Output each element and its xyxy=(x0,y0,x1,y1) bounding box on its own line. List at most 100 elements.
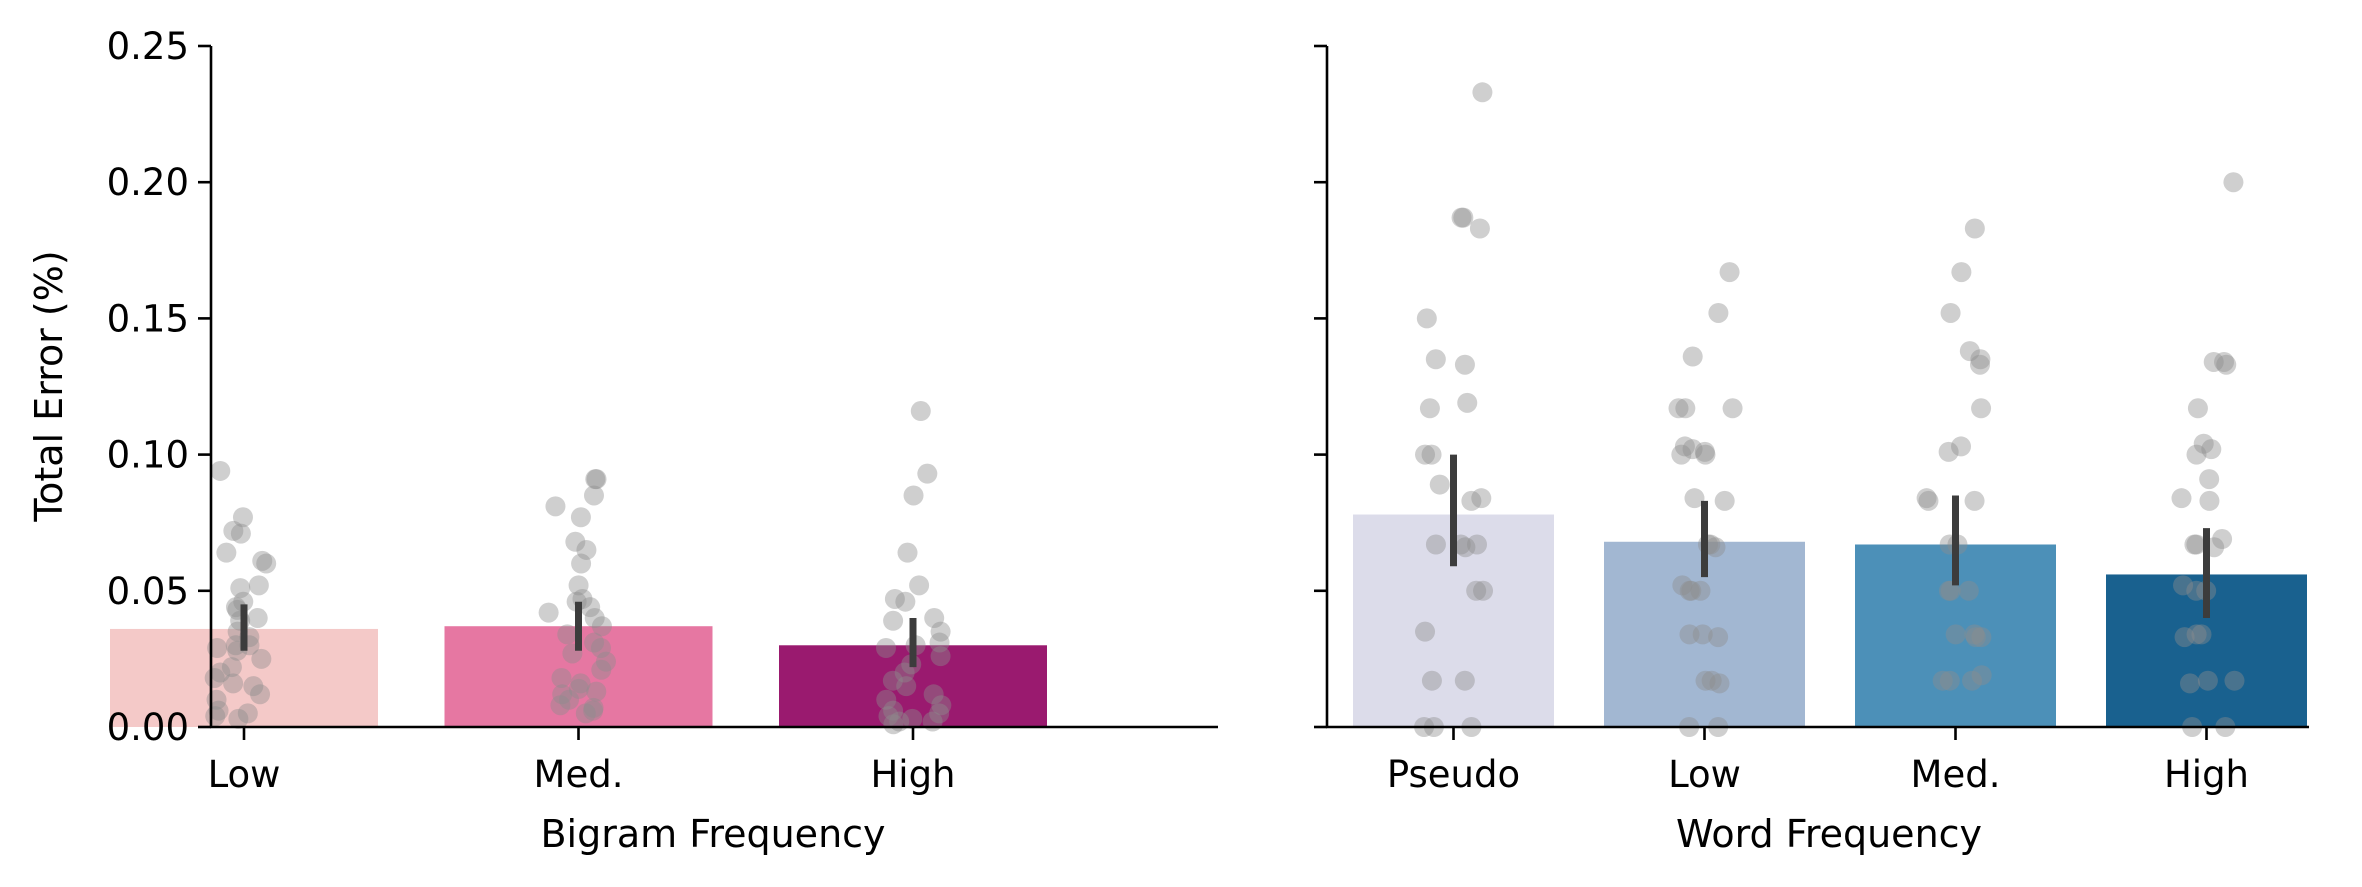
data-point xyxy=(896,676,917,697)
y-tick-label: 0.25 xyxy=(107,25,189,68)
data-point xyxy=(230,523,251,544)
data-point xyxy=(1692,624,1713,645)
data-point xyxy=(559,689,580,710)
data-point xyxy=(895,591,916,612)
y-tick-label: 0.05 xyxy=(107,570,189,613)
data-point xyxy=(1965,627,1986,648)
data-point xyxy=(878,706,899,727)
data-point xyxy=(1709,673,1730,694)
data-point xyxy=(1938,441,1959,462)
data-point xyxy=(221,657,242,678)
y-tick-label: 0.15 xyxy=(107,297,189,340)
data-point xyxy=(1466,580,1487,601)
data-point xyxy=(228,708,249,729)
data-point xyxy=(2193,433,2214,454)
data-point xyxy=(2191,624,2212,645)
data-point xyxy=(1714,490,1735,511)
data-point xyxy=(1940,302,1961,323)
data-point xyxy=(1705,537,1726,558)
x-tick-label: Low xyxy=(1668,753,1741,796)
data-point xyxy=(2174,627,2195,648)
data-point xyxy=(1451,207,1472,228)
data-point xyxy=(1969,354,1990,375)
data-point xyxy=(1672,575,1693,596)
x-tick-label: High xyxy=(2164,753,2249,796)
data-point xyxy=(923,684,944,705)
data-point xyxy=(590,638,611,659)
data-point xyxy=(909,575,930,596)
data-point xyxy=(1719,262,1740,283)
data-point xyxy=(1679,624,1700,645)
data-point xyxy=(2203,351,2224,372)
data-point xyxy=(2223,172,2244,193)
data-point xyxy=(583,697,604,718)
data-point xyxy=(1472,82,1493,103)
data-point xyxy=(1684,488,1705,509)
data-point xyxy=(1939,670,1960,691)
data-point xyxy=(876,689,897,710)
data-point xyxy=(1962,670,1983,691)
data-point xyxy=(568,575,589,596)
data-point xyxy=(2186,624,2207,645)
data-point xyxy=(250,684,271,705)
data-point xyxy=(1675,398,1696,419)
bigram-frequency-panel: 0.00 0.05 0.10 0.15 0.20 0.25 Low Med. High Tot… xyxy=(27,25,1218,856)
data-point xyxy=(883,714,904,735)
left-x-axis-label: Bigram Frequency xyxy=(540,812,885,856)
data-point xyxy=(1415,621,1436,642)
data-point xyxy=(884,588,905,609)
data-point xyxy=(1454,670,1475,691)
data-point xyxy=(1951,436,1972,457)
bigram-error-bars xyxy=(240,601,917,668)
data-point xyxy=(1425,534,1446,555)
data-point xyxy=(2184,534,2205,555)
y-tick-label: 0.00 xyxy=(107,706,189,749)
data-point xyxy=(570,507,591,528)
data-point xyxy=(2224,670,2245,691)
data-point xyxy=(2212,529,2233,550)
data-point xyxy=(551,667,572,688)
data-point xyxy=(1421,444,1442,465)
data-point xyxy=(565,531,586,552)
data-point xyxy=(1415,444,1436,465)
data-point xyxy=(1959,341,1980,362)
data-point xyxy=(583,700,604,721)
data-point xyxy=(545,496,566,517)
data-point xyxy=(2171,488,2192,509)
data-point xyxy=(1682,439,1703,460)
data-point xyxy=(2199,490,2220,511)
data-point xyxy=(237,703,258,724)
data-point xyxy=(591,659,612,680)
data-point xyxy=(585,469,606,490)
data-point xyxy=(924,608,945,629)
data-point xyxy=(252,550,273,571)
data-point xyxy=(575,703,596,724)
data-point xyxy=(1694,441,1715,462)
data-point xyxy=(1958,580,1979,601)
data-point xyxy=(243,676,264,697)
data-point xyxy=(583,485,604,506)
data-point xyxy=(1690,580,1711,601)
data-point xyxy=(930,621,951,642)
data-point xyxy=(256,553,277,574)
data-point xyxy=(922,711,943,732)
data-point xyxy=(903,485,924,506)
data-point xyxy=(931,695,952,716)
data-point xyxy=(568,678,589,699)
data-point xyxy=(1419,398,1440,419)
data-point xyxy=(208,700,229,721)
data-point xyxy=(1695,670,1716,691)
data-point xyxy=(894,662,915,683)
data-point xyxy=(247,608,268,629)
data-point xyxy=(2216,354,2237,375)
data-point xyxy=(1461,490,1482,511)
data-point xyxy=(2186,534,2207,555)
data-point xyxy=(595,651,616,672)
y-tick-label: 0.10 xyxy=(107,434,189,477)
data-point xyxy=(552,684,573,705)
data-point xyxy=(550,695,571,716)
data-point xyxy=(2186,580,2207,601)
data-point xyxy=(1682,346,1703,367)
left-y-axis-label: Total Error (%) xyxy=(27,250,71,522)
word-bars xyxy=(1353,514,2307,727)
